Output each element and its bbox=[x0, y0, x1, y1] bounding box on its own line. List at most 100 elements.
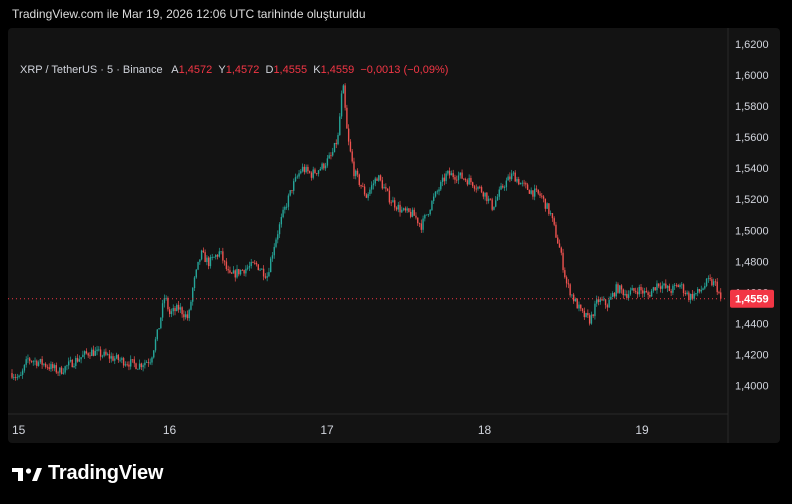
candle-down bbox=[626, 293, 628, 298]
candle-up bbox=[218, 251, 221, 257]
candle-down bbox=[525, 183, 527, 185]
candle-down bbox=[409, 211, 412, 217]
candle-down bbox=[365, 194, 368, 198]
price-chart[interactable]: 1,40001,42001,44001,46001,48001,50001,52… bbox=[8, 28, 780, 443]
candle-down bbox=[486, 192, 488, 202]
candle-down bbox=[489, 198, 492, 200]
candle-down bbox=[443, 177, 446, 182]
candle-up bbox=[652, 287, 655, 291]
candle-down bbox=[682, 284, 685, 293]
candle-up bbox=[686, 292, 688, 295]
chart-panel[interactable]: 1,40001,42001,44001,46001,48001,50001,52… bbox=[8, 28, 780, 443]
candle-up bbox=[23, 364, 26, 371]
candle-down bbox=[452, 173, 454, 178]
candle-down bbox=[349, 141, 352, 152]
candle-up bbox=[110, 356, 112, 359]
candle-down bbox=[509, 176, 511, 180]
candle-up bbox=[273, 246, 275, 256]
price-tick-label: 1,4200 bbox=[735, 349, 769, 361]
candle-down bbox=[675, 285, 678, 286]
candle-up bbox=[326, 158, 329, 166]
candle-up bbox=[156, 329, 158, 340]
candle-down bbox=[471, 182, 474, 187]
candle-up bbox=[401, 209, 403, 213]
candle-up bbox=[496, 196, 499, 201]
candle-up bbox=[144, 362, 146, 366]
candle-up bbox=[372, 183, 375, 186]
candle-down bbox=[557, 237, 559, 244]
candle-up bbox=[585, 312, 587, 318]
candle-up bbox=[650, 290, 653, 297]
candle-down bbox=[112, 356, 114, 361]
candle-up bbox=[188, 309, 190, 319]
price-tick-label: 1,5000 bbox=[735, 225, 769, 237]
candle-up bbox=[656, 283, 658, 291]
candle-up bbox=[631, 288, 633, 291]
candle-up bbox=[106, 354, 109, 356]
candle-up bbox=[236, 269, 238, 278]
candle-down bbox=[526, 184, 529, 190]
candle-up bbox=[624, 293, 626, 296]
candle-down bbox=[548, 203, 550, 214]
candle-down bbox=[542, 196, 545, 199]
candle-up bbox=[440, 182, 442, 190]
candle-up bbox=[149, 362, 151, 364]
candle-down bbox=[463, 178, 465, 180]
candle-up bbox=[213, 256, 215, 258]
candle-up bbox=[436, 191, 438, 193]
candle-down bbox=[640, 286, 642, 291]
candle-up bbox=[672, 285, 674, 293]
candle-up bbox=[438, 189, 440, 192]
candle-up bbox=[32, 361, 34, 363]
candle-down bbox=[379, 175, 382, 181]
candle-up bbox=[103, 351, 105, 356]
candle-down bbox=[126, 364, 128, 366]
chart-caption: TradingView.com ile Mar 19, 2026 12:06 U… bbox=[12, 7, 366, 21]
candle-up bbox=[312, 169, 314, 178]
current-price-tag: 1,4559 bbox=[730, 289, 774, 308]
candle-down bbox=[376, 178, 378, 181]
candle-up bbox=[62, 372, 65, 374]
candle-down bbox=[670, 291, 672, 293]
candle-up bbox=[484, 192, 486, 197]
candle-up bbox=[151, 357, 153, 363]
price-axis: 1,40001,42001,44001,46001,48001,50001,52… bbox=[735, 39, 769, 393]
candle-down bbox=[581, 308, 584, 311]
symbol-name[interactable]: XRP / TetherUS · 5 · Binance bbox=[20, 64, 163, 76]
candle-up bbox=[681, 284, 683, 286]
candle-down bbox=[52, 364, 54, 369]
candle-down bbox=[303, 166, 306, 173]
candle-up bbox=[206, 257, 208, 263]
candle-up bbox=[232, 270, 235, 274]
candle-down bbox=[448, 170, 451, 176]
candle-down bbox=[606, 305, 609, 308]
candle-down bbox=[71, 359, 73, 368]
candle-up bbox=[53, 365, 56, 369]
candle-down bbox=[117, 354, 120, 360]
candle-up bbox=[278, 224, 281, 235]
candle-down bbox=[262, 268, 265, 277]
candle-down bbox=[30, 360, 33, 362]
candle-up bbox=[433, 196, 435, 202]
candle-up bbox=[284, 206, 286, 210]
candle-down bbox=[122, 358, 125, 366]
candle-down bbox=[709, 278, 711, 280]
candle-down bbox=[413, 209, 415, 216]
candle-up bbox=[271, 255, 274, 259]
candle-down bbox=[257, 264, 259, 271]
candle-up bbox=[429, 209, 431, 215]
candle-up bbox=[697, 289, 699, 294]
candle-down bbox=[174, 308, 176, 312]
candle-up bbox=[179, 307, 182, 310]
candle-up bbox=[158, 328, 160, 330]
candle-down bbox=[105, 351, 107, 355]
candle-down bbox=[420, 223, 423, 230]
candle-up bbox=[505, 180, 508, 188]
tradingview-logo[interactable]: TradingView bbox=[12, 462, 163, 485]
candle-up bbox=[266, 276, 268, 278]
candle-up bbox=[250, 262, 252, 267]
candle-down bbox=[202, 250, 205, 253]
candle-up bbox=[259, 269, 261, 271]
candle-down bbox=[588, 315, 591, 324]
candle-down bbox=[562, 252, 564, 271]
